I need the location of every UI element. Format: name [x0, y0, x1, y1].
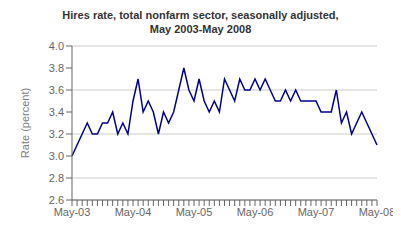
svg-text:May-08: May-08 [359, 206, 393, 218]
svg-text:2.6: 2.6 [49, 194, 64, 206]
svg-text:May-06: May-06 [237, 206, 274, 218]
svg-text:2.8: 2.8 [49, 172, 64, 184]
svg-text:4.0: 4.0 [49, 40, 64, 52]
html-text:Hires rate, total nonfarm sect: Hires rate, total nonfarm sector, season… [62, 9, 339, 35]
svg-text:May-04: May-04 [115, 206, 152, 218]
svg-text:3.8: 3.8 [49, 62, 64, 74]
svg-text:May-07: May-07 [298, 206, 335, 218]
svg-text:3.6: 3.6 [49, 84, 64, 96]
svg-text:3.0: 3.0 [49, 150, 64, 162]
svg-text:May-03: May-03 [54, 206, 91, 218]
svg-text:May-05: May-05 [176, 206, 213, 218]
svg-text:Rate (percent): Rate (percent) [19, 88, 31, 158]
svg-text:3.4: 3.4 [49, 106, 64, 118]
svg-text:3.2: 3.2 [49, 128, 64, 140]
